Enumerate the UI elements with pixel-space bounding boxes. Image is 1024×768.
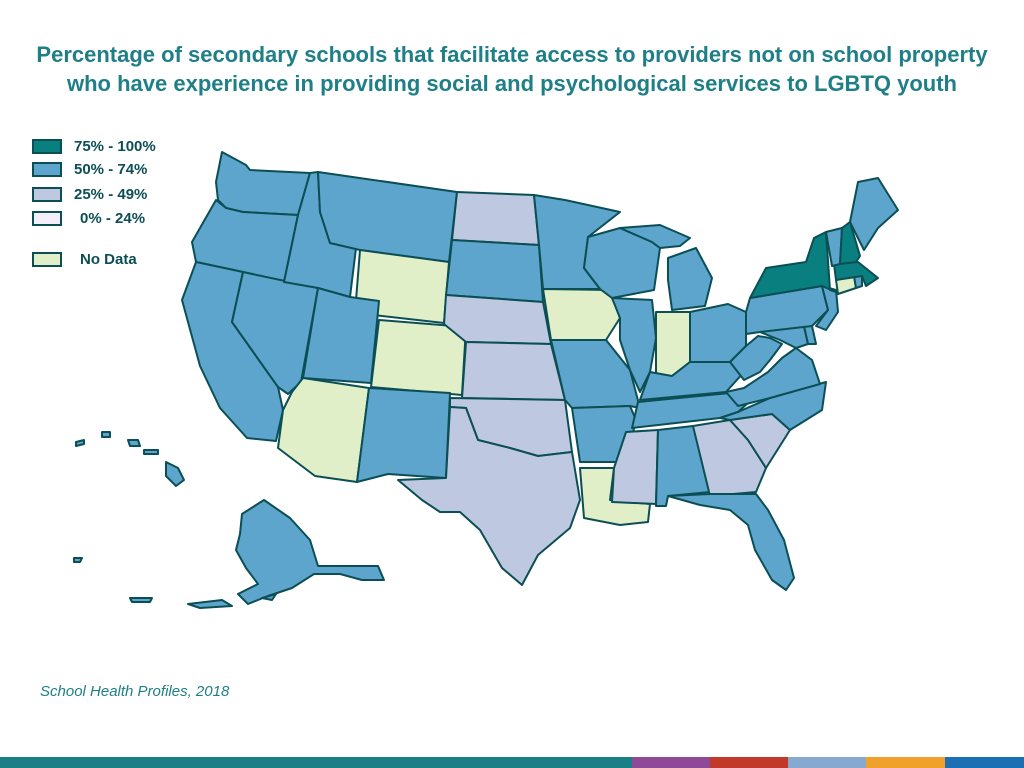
legend-swatch [32, 161, 62, 177]
footer-color-bar [0, 757, 1024, 768]
legend-label: 75% - 100% [74, 137, 156, 155]
legend-label: 0% - 24% [80, 209, 146, 227]
source-citation: School Health Profiles, 2018 [40, 683, 230, 700]
legend-item-25-49: 25% - 49% [32, 185, 147, 203]
state-wa[interactable] [215, 151, 311, 216]
state-nc[interactable] [719, 381, 827, 431]
state-nd[interactable] [451, 191, 540, 246]
footer-segment [632, 757, 710, 768]
state-ks[interactable] [461, 341, 566, 401]
map-title: Percentage of secondary schools that fac… [36, 42, 988, 96]
state-az[interactable] [277, 377, 370, 483]
state-mo[interactable] [550, 339, 641, 409]
state-ms[interactable] [611, 429, 659, 505]
legend-label: No Data [80, 250, 137, 268]
legend-swatch [32, 251, 62, 267]
state-nm[interactable] [356, 387, 451, 483]
state-ut[interactable] [302, 287, 380, 384]
state-wv[interactable] [729, 335, 783, 381]
state-ia[interactable] [542, 288, 621, 341]
state-ma[interactable] [833, 261, 879, 287]
state-fl[interactable] [667, 493, 795, 591]
legend-item-75-100: 75% - 100% [32, 137, 156, 155]
legend-item-0-24: 0% - 24% [32, 209, 145, 227]
legend-swatch [32, 210, 62, 226]
footer-segment [710, 757, 788, 768]
footer-segment [788, 757, 866, 768]
state-mi[interactable] [619, 224, 713, 311]
footer-segment [0, 757, 632, 768]
legend-item-no-data: No Data [32, 250, 137, 268]
legend-swatch [32, 138, 62, 154]
state-tx[interactable] [397, 406, 581, 586]
state-il[interactable] [611, 297, 657, 393]
state-va[interactable] [725, 347, 821, 407]
state-ne[interactable] [443, 294, 552, 345]
state-me[interactable] [849, 177, 899, 251]
state-hi[interactable] [75, 431, 185, 487]
footer-segment [866, 757, 945, 768]
footer-segment [945, 757, 1024, 768]
state-nj[interactable] [815, 285, 839, 331]
state-nh[interactable] [839, 221, 861, 265]
legend-label: 50% - 74% [74, 160, 148, 178]
legend-label: 25% - 49% [74, 185, 148, 203]
legend-swatch [32, 186, 62, 202]
state-ak[interactable] [73, 499, 385, 609]
state-sd[interactable] [445, 239, 544, 303]
legend-item-50-74: 50% - 74% [32, 160, 147, 178]
